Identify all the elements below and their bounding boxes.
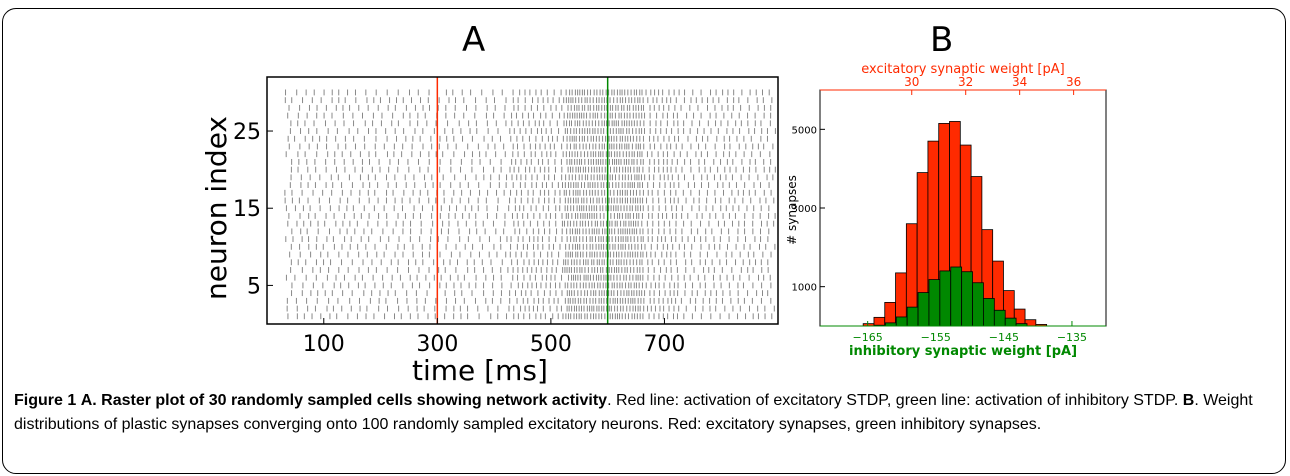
raster-axes-frame [266, 76, 779, 325]
x-tick-label: 700 [643, 332, 685, 357]
raster-spikes [284, 89, 776, 320]
raster-ticks: 100 300 500 700 5 15 25 [233, 120, 685, 357]
inhibitory-bar [895, 316, 908, 327]
histogram-ticks: 30 32 34 36 −165 −155 −145 −135 1000 3000 5000 [792, 75, 1088, 344]
histogram-bars [862, 121, 1048, 327]
hist-y-tick-label: 3000 [792, 204, 817, 215]
caption-b-letter: B [1182, 392, 1195, 409]
hist-y-tick-label: 1000 [792, 283, 817, 294]
x-tick-label: 100 [303, 332, 345, 357]
inhibitory-tick-label: −135 [1057, 331, 1087, 344]
raster-xlabel: time [ms] [412, 354, 548, 387]
inhibitory-bar [950, 266, 963, 327]
weight-histogram: 30 32 34 36 −165 −155 −145 −135 1000 3000 5000 exc… [785, 62, 1107, 359]
inhibitory-tick-label: −145 [989, 331, 1019, 344]
caption-figure-label: Figure 1 [14, 392, 77, 409]
excitatory-bar [873, 316, 886, 327]
caption-a-title: Raster plot of 30 randomly sampled cells… [101, 392, 608, 409]
inhibitory-tick-label: −155 [921, 331, 951, 344]
inhibitory-tick-label: −165 [853, 331, 883, 344]
raster-plot: 100 300 500 700 5 15 25 time [ms] neuron index [200, 76, 779, 387]
y-tick-label: 5 [247, 274, 261, 299]
raster-ylabel: neuron index [200, 116, 233, 300]
figure-caption: Figure 1 A. Raster plot of 30 randomly s… [14, 389, 1276, 437]
excitatory-tick-label: 36 [1066, 75, 1081, 89]
hist-y-tick-label: 5000 [792, 125, 817, 136]
figure-frame [2, 8, 1286, 474]
caption-a-letter: A. [80, 392, 97, 409]
inhibitory-bar [961, 271, 973, 327]
caption-a-text: . Red line: activation of excitatory STD… [607, 392, 1183, 409]
y-tick-label: 25 [233, 120, 261, 145]
caption-b-text: . Weight distributions of plastic synaps… [14, 392, 1253, 433]
excitatory-tick-label: 34 [1012, 75, 1027, 89]
inhibitory-bar [906, 306, 919, 327]
x-tick-label: 500 [530, 332, 572, 357]
inhibitory-bar [928, 279, 941, 327]
excitatory-axis-label: excitatory synaptic weight [pA] [861, 62, 1064, 77]
excitatory-tick-label: 30 [904, 75, 919, 89]
excitatory-tick-label: 32 [958, 75, 973, 89]
histogram-ylabel: # synapses [785, 175, 799, 245]
inhibitory-bar [1004, 317, 1017, 327]
inhibitory-axis-label: inhibitory synaptic weight [pA] [849, 344, 1077, 359]
panel-b-letter: B [930, 20, 954, 60]
y-tick-label: 15 [233, 197, 261, 222]
inhibitory-bar [972, 282, 984, 327]
inhibitory-bar [917, 292, 930, 327]
inhibitory-bar [939, 270, 952, 327]
panel-a-letter: A [462, 20, 486, 60]
inhibitory-bar [983, 298, 995, 327]
x-tick-label: 300 [416, 332, 458, 357]
